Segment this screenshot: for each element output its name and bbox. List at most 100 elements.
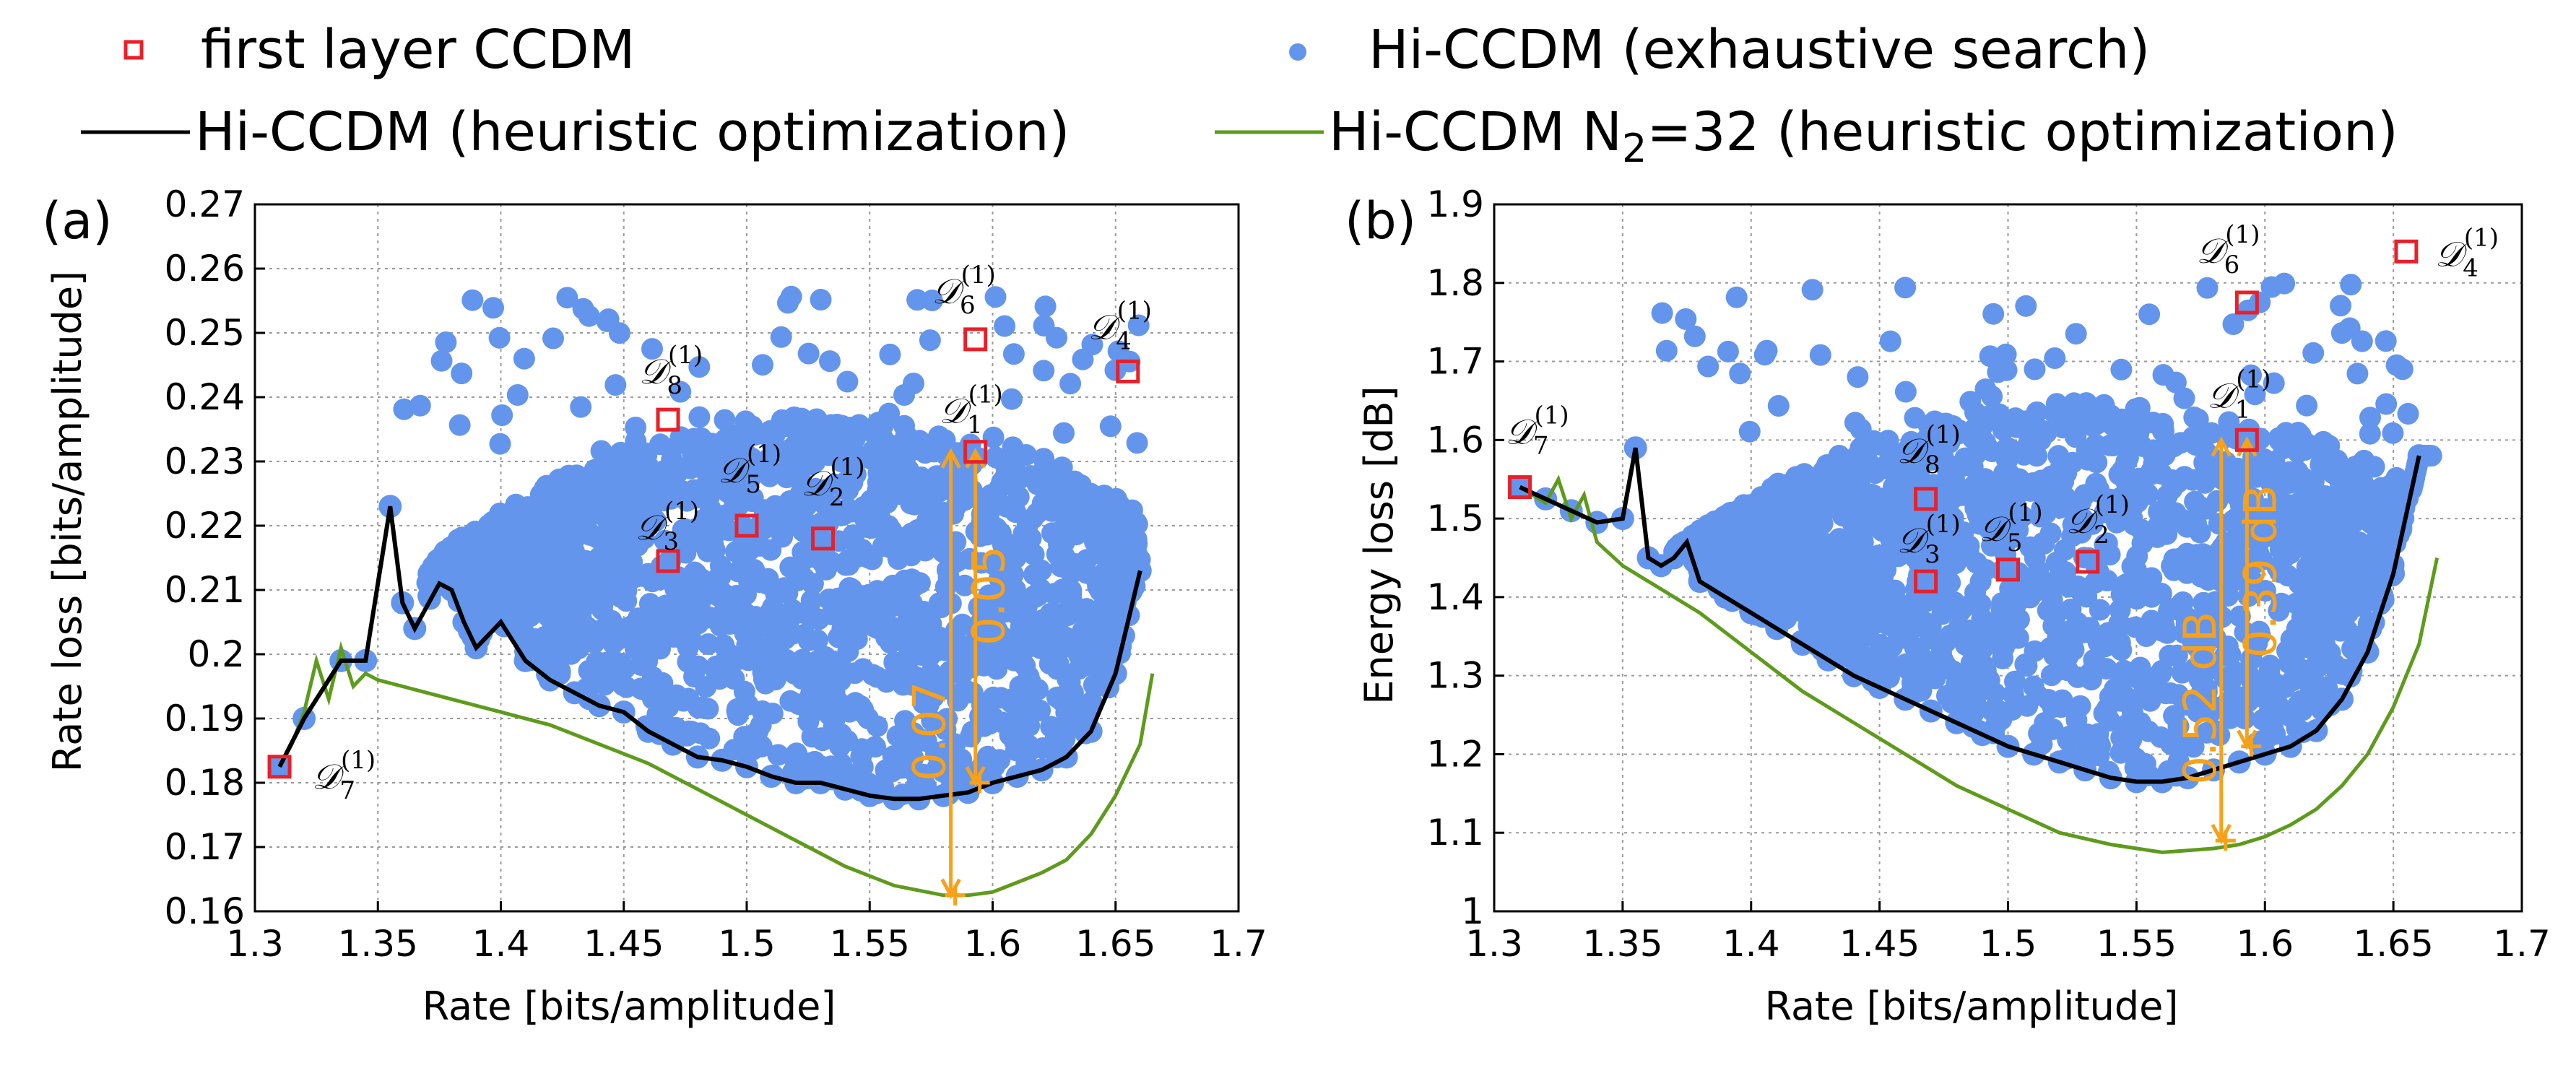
exhaustive-point	[1101, 511, 1123, 534]
exhaustive-point	[689, 570, 711, 592]
x-tick-label: 1.65	[2353, 923, 2433, 965]
exhaustive-point	[556, 287, 578, 309]
exhaustive-point	[1894, 653, 1917, 675]
exhaustive-point	[742, 424, 765, 446]
exhaustive-point	[1940, 469, 1963, 491]
x-tick-label: 1.35	[1582, 923, 1662, 965]
exhaustive-point	[1021, 635, 1044, 656]
x-tick-label: 1.3	[226, 923, 284, 965]
exhaustive-point	[734, 622, 756, 645]
exhaustive-point	[755, 612, 777, 633]
y-tick-label: 1.6	[1426, 419, 1484, 461]
exhaustive-point	[1796, 563, 1818, 586]
exhaustive-point	[489, 433, 511, 455]
exhaustive-point	[1099, 415, 1122, 438]
exhaustive-point	[836, 370, 859, 393]
exhaustive-point	[819, 350, 841, 373]
exhaustive-point	[1750, 560, 1772, 583]
ccdm-label: 𝒟6(1)	[932, 261, 996, 320]
annotation-plus-marker	[969, 773, 990, 793]
exhaustive-point	[2308, 492, 2330, 514]
exhaustive-point	[2164, 371, 2187, 394]
exhaustive-point	[586, 651, 608, 673]
exhaustive-point	[1883, 476, 1904, 498]
exhaustive-point	[2331, 524, 2354, 546]
x-tick-label: 1.6	[964, 923, 1022, 965]
y-tick-label: 0.2	[187, 633, 245, 675]
exhaustive-point	[984, 286, 1007, 308]
ccdm-point	[734, 513, 759, 538]
exhaustive-point	[642, 687, 664, 710]
exhaustive-point	[1014, 599, 1036, 622]
annotation-label: 0.39 dB	[2234, 485, 2286, 659]
exhaustive-point	[885, 526, 908, 548]
exhaustive-point	[934, 429, 956, 451]
exhaustive-point	[786, 742, 807, 765]
y-tick-label: 1.7	[1426, 341, 1484, 383]
exhaustive-point	[2374, 487, 2396, 510]
exhaustive-point	[815, 424, 837, 446]
exhaustive-point	[2111, 421, 2133, 443]
panel-a-ccdm-points: 𝒟7(1) 𝒟3(1) 𝒟8(1) 𝒟5(1) 𝒟2(1) 𝒟1(1) 𝒟6(1) 𝒟4(1)	[267, 261, 1152, 805]
legend: first layer CCDM Hi-CCDM (exhaustive sea…	[81, 19, 2398, 171]
exhaustive-point	[2176, 542, 2198, 565]
exhaustive-point	[1081, 501, 1103, 524]
exhaustive-point	[2033, 532, 2055, 555]
exhaustive-point	[732, 487, 755, 510]
exhaustive-point	[717, 464, 740, 487]
y-tick-label: 1.3	[1426, 655, 1484, 697]
ccdm-point	[656, 549, 680, 573]
exhaustive-point	[578, 305, 600, 327]
exhaustive-point	[773, 577, 795, 599]
panel-b-y-ticks: 1 1.1 1.2 1.3 1.4 1.5 1.6 1.7 1.8 1.9	[1426, 183, 1504, 932]
exhaustive-point	[2015, 295, 2037, 317]
exhaustive-point	[1718, 566, 1740, 589]
exhaustive-point	[1717, 340, 1739, 362]
exhaustive-point	[852, 658, 874, 680]
exhaustive-point	[2095, 658, 2117, 680]
exhaustive-point	[2375, 393, 2398, 415]
exhaustive-point	[1860, 485, 1883, 508]
exhaustive-point	[1865, 505, 1888, 528]
exhaustive-point	[903, 373, 924, 394]
exhaustive-point	[1786, 471, 1808, 493]
exhaustive-point	[864, 500, 886, 523]
exhaustive-point	[628, 512, 650, 534]
exhaustive-point	[1697, 355, 1719, 378]
exhaustive-point	[1018, 665, 1040, 687]
x-tick-label: 1.55	[830, 923, 910, 965]
exhaustive-point	[2026, 684, 2049, 706]
exhaustive-point	[627, 607, 649, 630]
exhaustive-point	[949, 639, 971, 661]
exhaustive-point	[1954, 447, 1977, 469]
exhaustive-point	[2129, 667, 2151, 689]
exhaustive-point	[1034, 295, 1057, 318]
exhaustive-point	[1068, 658, 1090, 680]
exhaustive-point	[2110, 615, 2133, 637]
exhaustive-point	[2096, 570, 2118, 591]
exhaustive-point	[606, 577, 628, 599]
exhaustive-point	[482, 297, 504, 319]
legend-marker-exhaustive	[1289, 43, 1306, 61]
exhaustive-point	[573, 586, 595, 609]
ccdm-label: 𝒟7(1)	[1506, 401, 1569, 461]
exhaustive-point	[2026, 401, 2048, 423]
exhaustive-point	[857, 707, 879, 729]
exhaustive-point	[697, 633, 719, 655]
exhaustive-point	[1096, 542, 1119, 565]
exhaustive-point	[1773, 545, 1795, 568]
exhaustive-point	[1023, 544, 1045, 565]
exhaustive-point	[727, 698, 748, 720]
exhaustive-point	[953, 489, 976, 511]
exhaustive-point	[654, 529, 676, 552]
exhaustive-point	[797, 432, 819, 454]
panel-a-xlabel: Rate [bits/amplitude]	[422, 984, 836, 1029]
exhaustive-point	[838, 577, 861, 599]
exhaustive-point	[1856, 441, 1878, 464]
exhaustive-point	[1838, 602, 1860, 625]
exhaustive-point	[928, 638, 950, 661]
exhaustive-point	[562, 531, 584, 554]
exhaustive-point	[2299, 690, 2322, 712]
exhaustive-point	[881, 435, 903, 457]
